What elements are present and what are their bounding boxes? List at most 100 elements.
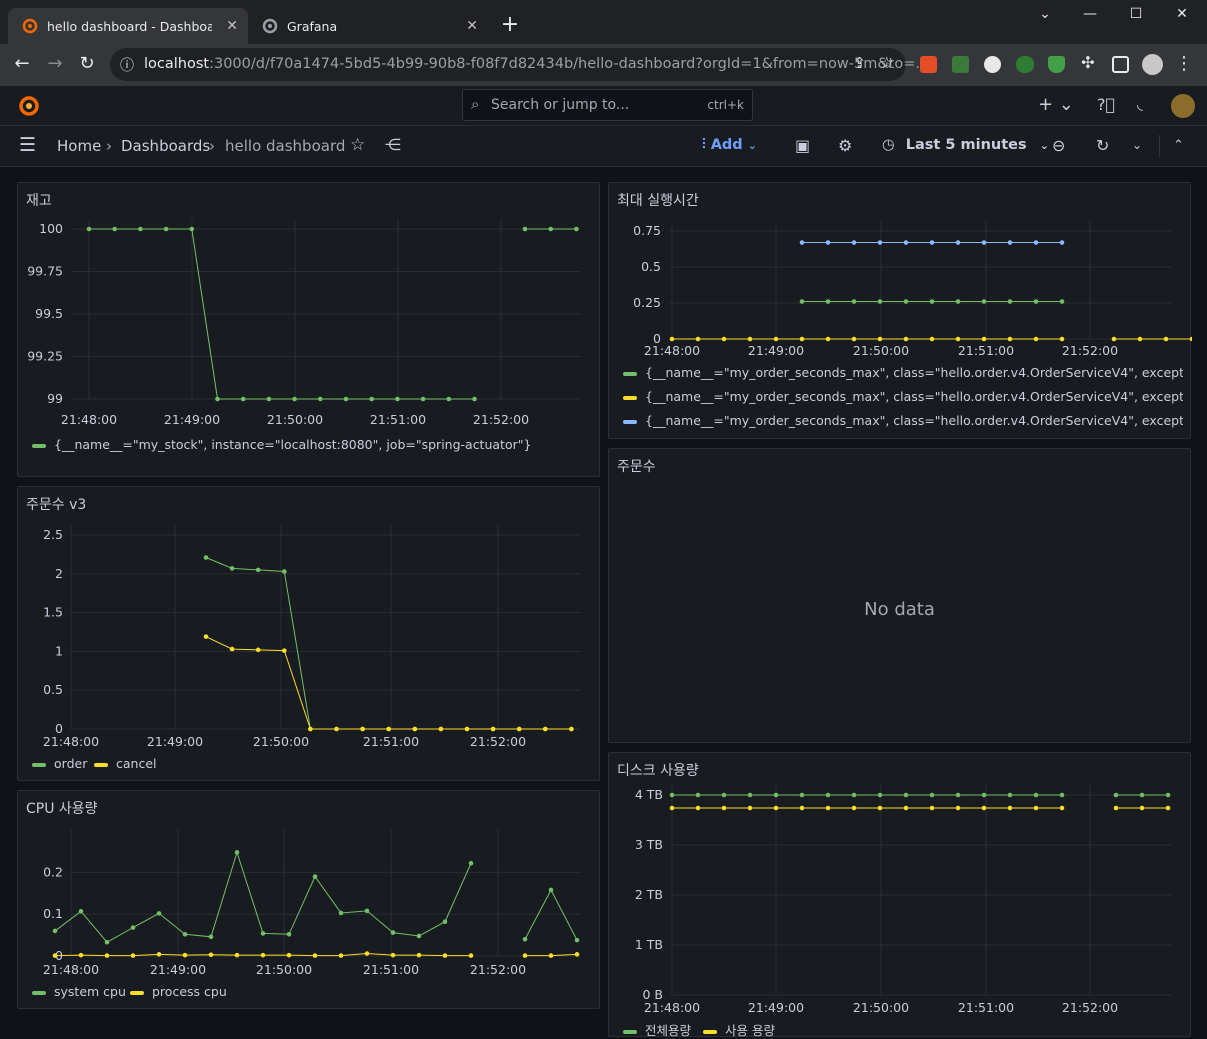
close-tab-icon[interactable]: ✕ bbox=[466, 18, 478, 34]
panel-title: 최대 실행시간 bbox=[617, 193, 699, 209]
grafana-home-logo-icon[interactable] bbox=[17, 94, 41, 118]
tab-search-icon[interactable]: ⌄ bbox=[1039, 6, 1051, 22]
minimize-button[interactable]: — bbox=[1083, 6, 1097, 22]
side-panel-icon[interactable] bbox=[1112, 56, 1129, 73]
zoom-out-icon[interactable]: ⊖ bbox=[1052, 136, 1066, 155]
chart-orders-v3: 0 0.5 1 1.5 2 2.5 21:48:00 21:49:00 21:50:00 21:5… bbox=[43, 525, 581, 749]
data-point bbox=[1139, 805, 1145, 811]
legend-item[interactable]: {__name__="my_order_seconds_max", class=… bbox=[623, 389, 1183, 404]
add-panel-icon: ⫶ bbox=[702, 137, 706, 153]
legend-item[interactable]: system cpu bbox=[32, 984, 126, 999]
series-line bbox=[205, 557, 572, 730]
data-point bbox=[255, 567, 261, 573]
search-placeholder: Search or jump to... bbox=[491, 97, 630, 113]
search-input[interactable]: ⌕ Search or jump to... ctrl+k bbox=[462, 89, 753, 121]
legend-item[interactable]: process cpu bbox=[130, 984, 227, 999]
breadcrumb-home[interactable]: Home bbox=[57, 137, 102, 155]
data-point bbox=[877, 299, 883, 304]
legend-item[interactable]: order bbox=[32, 756, 87, 771]
html5-extension-icon[interactable] bbox=[920, 56, 937, 73]
share-icon[interactable]: ⇪ bbox=[853, 54, 866, 72]
data-point bbox=[747, 792, 753, 798]
panel-cpu[interactable]: CPU 사용량 0 0.1 0.2 21:48:00 21:49:00 21:50:00 2… bbox=[17, 790, 600, 1009]
new-tab-button[interactable]: + bbox=[500, 12, 520, 37]
chevron-down-icon: ⌄ bbox=[747, 139, 757, 152]
refresh-interval-chevron-icon[interactable]: ⌄ bbox=[1132, 138, 1143, 152]
y-tick-label: 99.25 bbox=[27, 349, 63, 364]
panel-max-time[interactable]: 최대 실행시간 0 0.25 0.5 0.75 21:48:00 21:49:00 21:5… bbox=[608, 182, 1192, 439]
extension-badge-icon[interactable] bbox=[1016, 56, 1034, 73]
legend-swatch bbox=[623, 371, 637, 376]
close-tab-icon[interactable]: ✕ bbox=[226, 18, 238, 34]
profile-avatar[interactable] bbox=[1142, 54, 1163, 75]
grafana-top-bar: ⌕ Search or jump to... ctrl+k + ⌄ ?⃝ ◟ bbox=[0, 86, 1207, 126]
time-range-label: Last 5 minutes bbox=[905, 137, 1027, 153]
data-point bbox=[574, 937, 580, 943]
data-point bbox=[334, 726, 339, 732]
browser-tab-dashboard[interactable]: hello dashboard - Dashboards ✕ bbox=[8, 8, 248, 44]
data-point bbox=[1059, 299, 1065, 304]
panel-stock[interactable]: 재고 99 99.25 99.5 99.75 100 21:48:00 21:49:00 21… bbox=[17, 182, 600, 477]
save-dashboard-icon[interactable]: ▣ bbox=[795, 136, 811, 155]
data-point bbox=[255, 647, 261, 653]
x-tick-label: 21:49:00 bbox=[748, 343, 804, 358]
news-rss-icon[interactable]: ◟ bbox=[1137, 95, 1143, 113]
share-dashboard-icon[interactable]: ⋲ bbox=[385, 135, 401, 154]
data-point bbox=[851, 805, 857, 811]
y-tick-label: 0.5 bbox=[43, 682, 63, 697]
maximize-button[interactable]: ☐ bbox=[1129, 6, 1143, 22]
help-icon[interactable]: ?⃝ bbox=[1097, 95, 1116, 114]
user-avatar[interactable] bbox=[1171, 94, 1195, 118]
add-button[interactable]: ⫶ Add ⌄ bbox=[702, 137, 757, 153]
y-tick-label: 99.5 bbox=[35, 306, 63, 321]
x-tick-label: 21:50:00 bbox=[256, 962, 312, 977]
close-window-button[interactable]: ✕ bbox=[1176, 6, 1188, 22]
data-point bbox=[240, 396, 246, 402]
shield-extension-icon[interactable] bbox=[1048, 56, 1065, 73]
forward-icon[interactable]: → bbox=[47, 53, 63, 74]
x-tick-label: 21:51:00 bbox=[370, 412, 426, 427]
menu-hamburger-icon[interactable]: ☰ bbox=[19, 134, 37, 156]
reload-icon[interactable]: ↻ bbox=[79, 53, 95, 74]
y-tick-label: 0.1 bbox=[43, 906, 63, 921]
legend-item[interactable]: {__name__="my_order_seconds_max", class=… bbox=[623, 365, 1183, 380]
y-tick-label: 0.25 bbox=[633, 295, 661, 310]
panel-orders[interactable]: 주문수 No data bbox=[608, 448, 1191, 743]
new-plus-icon[interactable]: + ⌄ bbox=[1038, 94, 1074, 115]
panel-orders-v3[interactable]: 주문수 v3 0 0.5 1 1.5 2 2.5 21:48:00 21:49:00 21:50… bbox=[17, 486, 600, 781]
x-tick-label: 21:50:00 bbox=[253, 734, 309, 749]
extensions-puzzle-icon[interactable]: ✣ bbox=[1081, 53, 1095, 72]
breadcrumb-separator-icon: › bbox=[209, 137, 215, 155]
panel-title: 디스크 사용량 bbox=[617, 763, 699, 779]
time-range-picker[interactable]: ◷ Last 5 minutes ⌄ bbox=[882, 137, 1049, 153]
data-point bbox=[1033, 336, 1039, 342]
legend-item[interactable]: 사용 용량 bbox=[703, 1020, 775, 1039]
site-info-icon[interactable]: ⓘ bbox=[120, 58, 134, 74]
extension-icon[interactable] bbox=[984, 56, 1001, 73]
data-point bbox=[1165, 805, 1171, 811]
data-point bbox=[877, 805, 883, 811]
legend-item[interactable]: 전체용량 bbox=[623, 1020, 691, 1039]
x-tick-label: 21:50:00 bbox=[853, 1000, 909, 1015]
panel-title: 주문수 bbox=[617, 459, 656, 475]
collapse-chevron-up-icon[interactable]: ⌃ bbox=[1173, 138, 1184, 153]
url-text[interactable]: localhost:3000/d/f70a1474-5bd5-4b99-90b8… bbox=[144, 56, 930, 72]
legend-item[interactable]: cancel bbox=[94, 756, 157, 771]
browser-tab-grafana[interactable]: Grafana ✕ bbox=[248, 8, 488, 44]
settings-gear-icon[interactable]: ⚙ bbox=[838, 136, 853, 155]
back-icon[interactable]: ← bbox=[14, 53, 30, 74]
bookmark-star-icon[interactable]: ☆ bbox=[879, 53, 894, 72]
y-tick-label: 0 bbox=[55, 721, 63, 736]
refresh-icon[interactable]: ↻ bbox=[1096, 136, 1110, 155]
data-point bbox=[260, 952, 266, 958]
address-bar[interactable]: ⓘ localhost:3000/d/f70a1474-5bd5-4b99-90… bbox=[110, 48, 929, 81]
panel-disk[interactable]: 디스크 사용량 0 B 1 TB 2 TB 3 TB 4 TB 21:48:00 21:49… bbox=[608, 752, 1191, 1039]
legend-item[interactable]: {__name__="my_stock", instance="localhos… bbox=[32, 437, 531, 452]
data-point bbox=[343, 396, 349, 402]
favorite-star-icon[interactable]: ☆ bbox=[350, 135, 366, 155]
image-extension-icon[interactable] bbox=[952, 56, 969, 73]
legend-item[interactable]: {__name__="my_order_seconds_max", class=… bbox=[623, 413, 1183, 428]
breadcrumb-dashboards[interactable]: Dashboards bbox=[121, 137, 211, 155]
browser-menu-icon[interactable]: ⋮ bbox=[1175, 53, 1193, 74]
y-tick-label: 0 bbox=[653, 331, 661, 346]
